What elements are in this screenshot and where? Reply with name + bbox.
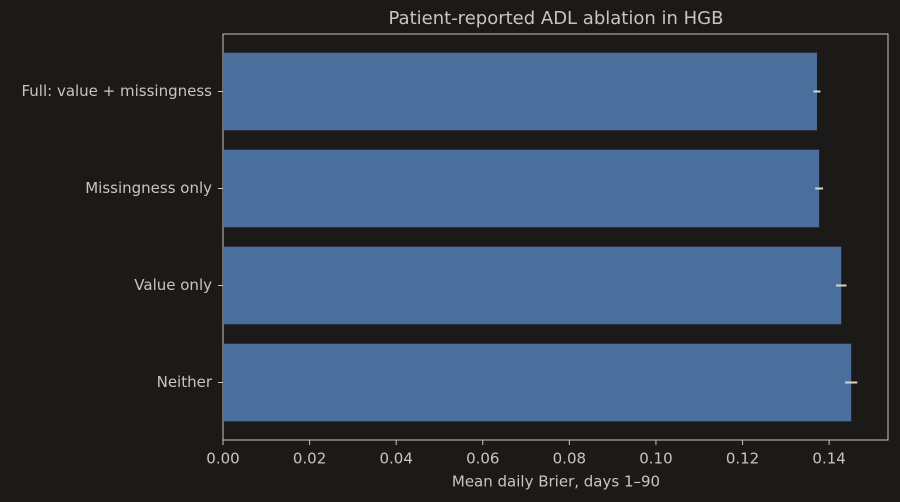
x-axis-label: Mean daily Brier, days 1–90 [452,473,660,491]
chart-title: Patient-reported ADL ablation in HGB [389,8,724,29]
y-tick-label: Neither [157,373,213,391]
bar [223,149,820,228]
x-tick-label: 0.02 [293,450,326,468]
x-tick-label: 0.12 [726,450,759,468]
x-tick-label: 0.04 [379,450,412,468]
x-tick-label: 0.14 [812,450,845,468]
x-tick-label: 0.08 [553,450,586,468]
x-tick-label: 0.10 [639,450,672,468]
y-tick-label: Missingness only [85,179,212,197]
x-tick-label: 0.06 [466,450,499,468]
plot-frame [222,33,889,441]
y-tick-label: Full: value + missingness [21,82,212,100]
y-tick-label: Value only [134,276,212,294]
bar [223,246,842,325]
x-tick-label: 0.00 [206,450,239,468]
bar [223,52,817,131]
bar [223,343,852,422]
